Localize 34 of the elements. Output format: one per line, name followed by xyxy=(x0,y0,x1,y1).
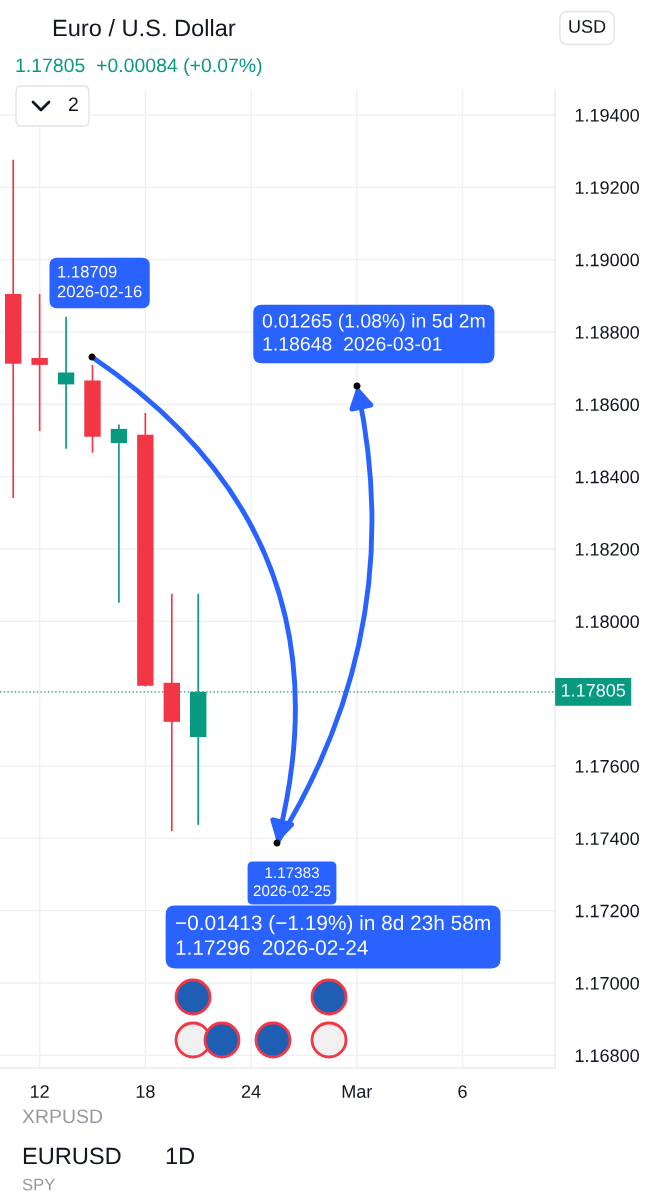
candlestick xyxy=(57,315,75,450)
y-tick-label: 1.17600 xyxy=(575,759,639,773)
ref-line-label: 1.17805 xyxy=(561,683,626,697)
x-tick-label: 24 xyxy=(241,1085,261,1098)
y-tick-label: 1.19400 xyxy=(575,108,639,122)
text: EURUSD xyxy=(23,1147,121,1165)
y-tick-label: 1.16800 xyxy=(575,1049,639,1063)
y-tick-label: 1.18200 xyxy=(575,542,639,556)
y-tick-label: 1.18800 xyxy=(575,325,639,339)
y-tick-label: 1.18600 xyxy=(575,398,639,412)
x-tick-label: 12 xyxy=(30,1085,49,1098)
text: USD xyxy=(569,20,606,33)
chart-subtitle: 1.17805 +0.00084 (+0.07%) xyxy=(16,57,262,77)
y-tick-label: 1.17400 xyxy=(575,832,639,846)
candlestick xyxy=(110,423,128,604)
y-tick-label: 1.18400 xyxy=(575,470,639,484)
annotation: 0.01265 (1.08%) in 5d 2m 1.18648 2026-03-01 xyxy=(262,313,485,351)
y-tick-label: 1.19200 xyxy=(575,181,639,195)
x-tick-label: Mar xyxy=(342,1085,373,1098)
annotation: 2 xyxy=(68,97,78,112)
text: SPY xyxy=(22,1178,55,1191)
x-tick-label: 18 xyxy=(136,1085,155,1098)
candlestick xyxy=(31,293,48,432)
x-tick-label: 6 xyxy=(458,1085,467,1098)
y-tick-label: 1.19000 xyxy=(575,253,639,267)
annotation: 1.18709 2026-02-16 xyxy=(57,265,142,298)
chart-title: Euro / U.S. Dollar xyxy=(53,19,236,37)
y-tick-label: 1.17000 xyxy=(575,976,639,990)
text: XRPUSD xyxy=(22,1109,103,1124)
text: 1D xyxy=(166,1147,195,1165)
y-tick-label: 1.18000 xyxy=(575,615,639,629)
annotation: −0.01413 (−1.19%) in 8d 23h 58m 1.17296 2026-02-24 xyxy=(176,914,490,955)
annotation: 1.17383 2026-02-25 xyxy=(253,867,331,897)
y-tick-label: 1.17200 xyxy=(575,904,639,918)
